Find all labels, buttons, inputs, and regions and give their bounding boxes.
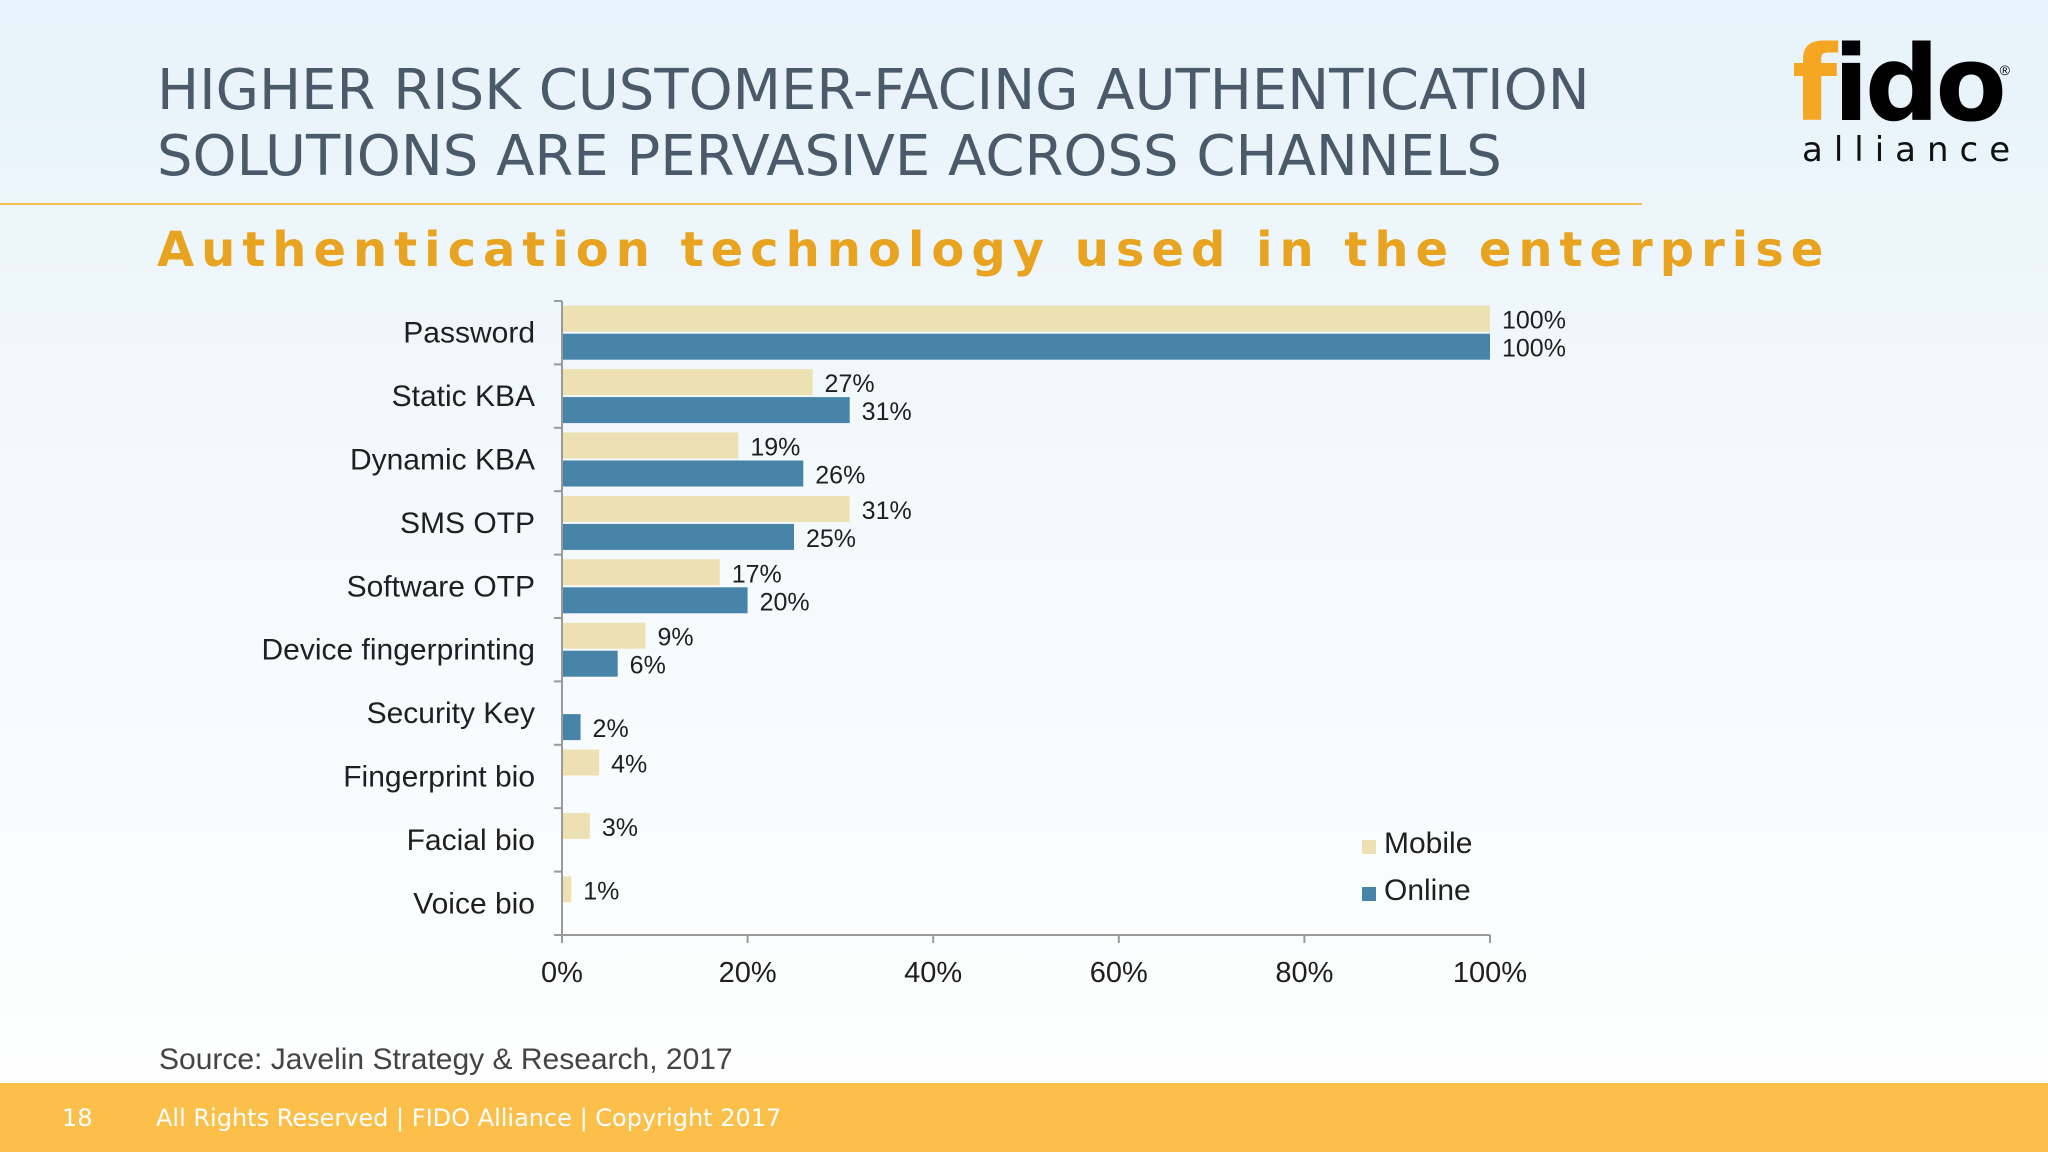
bar-mobile: [563, 559, 720, 586]
data-label-online: 25%: [806, 525, 856, 553]
data-label-mobile: 100%: [1502, 307, 1566, 335]
x-tick-label: 80%: [1275, 957, 1333, 989]
data-label-mobile: 9%: [658, 624, 694, 652]
category-label: Software OTP: [347, 570, 535, 603]
data-label-mobile: 31%: [862, 497, 912, 525]
logo-tagline: alliance: [1802, 130, 2022, 170]
data-label-mobile: 4%: [611, 751, 647, 779]
bar-online: [563, 523, 794, 550]
category-label: SMS OTP: [400, 507, 535, 540]
bar-mobile: [563, 495, 850, 522]
x-tick-label: 100%: [1453, 957, 1527, 989]
bar-mobile: [563, 432, 739, 459]
data-label-mobile: 27%: [825, 370, 875, 398]
data-label-mobile: 17%: [732, 560, 782, 588]
bar-mobile: [563, 876, 572, 903]
category-label: Password: [403, 317, 535, 350]
bar-online: [563, 460, 804, 487]
data-label-mobile: 3%: [602, 814, 638, 842]
x-tick-label: 40%: [904, 957, 962, 989]
category-label: Voice bio: [413, 887, 535, 920]
bar-mobile: [563, 749, 600, 776]
bar-mobile: [563, 622, 646, 649]
legend-label-online: Online: [1384, 874, 1471, 907]
data-label-online: 20%: [760, 588, 810, 616]
legend-label-mobile: Mobile: [1384, 827, 1472, 860]
footer-copyright: All Rights Reserved | FIDO Alliance | Co…: [156, 1104, 782, 1132]
bar-mobile: [563, 305, 1490, 332]
category-label: Security Key: [367, 697, 535, 730]
bar-mobile: [563, 369, 813, 396]
bar-online: [563, 714, 581, 741]
data-label-online: 26%: [815, 462, 865, 490]
bar-online: [563, 650, 618, 677]
bar-online: [563, 397, 850, 424]
data-label-online: 100%: [1502, 335, 1566, 363]
page-number: 18: [62, 1104, 93, 1132]
bar-chart: 0% 20% 40% 60% 80% 100%Password 100%100%Static…: [262, 300, 1566, 989]
logo-wordmark: fido: [1792, 23, 2007, 145]
title-divider: [0, 203, 1642, 205]
x-tick-label: 60%: [1090, 957, 1148, 989]
x-tick-label: 0%: [541, 957, 583, 989]
data-label-mobile: 19%: [750, 434, 800, 462]
legend-swatch-online: [1362, 887, 1376, 901]
category-label: Facial bio: [407, 824, 535, 857]
legend-swatch-mobile: [1362, 840, 1376, 854]
slide-title-line-1: HIGHER RISK CUSTOMER-FACING AUTHENTICATI…: [157, 58, 1590, 123]
category-label: Device fingerprinting: [262, 634, 535, 667]
data-label-online: 31%: [862, 398, 912, 426]
fido-alliance-logo: fido ® alliance: [1790, 24, 2010, 170]
chart-subtitle: Authentication technology used in the en…: [157, 222, 1831, 278]
slide-title: HIGHER RISK CUSTOMER-FACING AUTHENTICATI…: [157, 58, 1590, 190]
data-label-online: 6%: [630, 652, 666, 680]
bar-online: [563, 587, 748, 614]
bar-online: [563, 333, 1490, 360]
footer-bar: 18 All Rights Reserved | FIDO Alliance |…: [0, 1083, 2048, 1152]
bar-mobile: [563, 812, 590, 839]
data-label-mobile: 1%: [583, 877, 619, 905]
data-label-online: 2%: [593, 715, 629, 743]
category-label: Fingerprint bio: [343, 761, 535, 794]
category-label: Dynamic KBA: [350, 444, 535, 477]
category-label: Static KBA: [392, 380, 535, 413]
registered-mark: ®: [1999, 62, 2010, 78]
source-citation: Source: Javelin Strategy & Research, 201…: [159, 1043, 733, 1076]
slide-title-line-2: SOLUTIONS ARE PERVASIVE ACROSS CHANNELS: [157, 124, 1502, 189]
x-tick-label: 20%: [719, 957, 777, 989]
